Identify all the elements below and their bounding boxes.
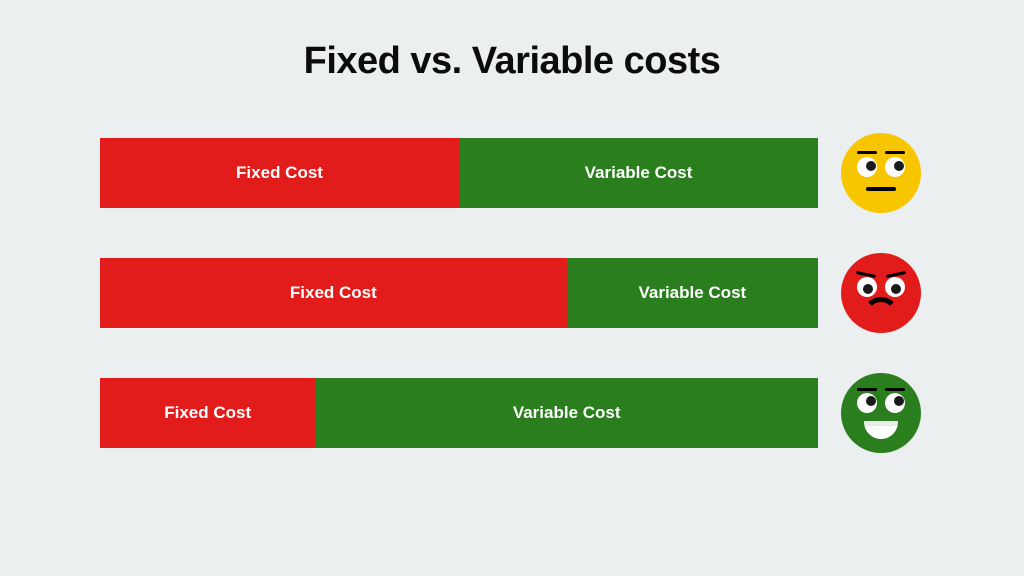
cost-row: Fixed Cost Variable Cost — [100, 373, 924, 453]
emoji-slot — [838, 373, 924, 453]
brow-icon — [857, 151, 877, 154]
pupil-icon — [866, 396, 876, 406]
emoji-slot — [838, 133, 924, 213]
fixed-cost-segment: Fixed Cost — [100, 258, 567, 328]
variable-cost-segment: Variable Cost — [567, 258, 818, 328]
pupil-icon — [891, 284, 901, 294]
brow-icon — [857, 388, 877, 391]
happy-face-icon — [841, 373, 921, 453]
bar-rows: Fixed Cost Variable Cost Fixed Cost V — [90, 133, 934, 453]
variable-cost-segment: Variable Cost — [315, 378, 818, 448]
cost-bar: Fixed Cost Variable Cost — [100, 138, 818, 208]
brow-icon — [885, 388, 905, 391]
pupil-icon — [894, 161, 904, 171]
pupil-icon — [894, 396, 904, 406]
pupil-icon — [863, 284, 873, 294]
cost-row: Fixed Cost Variable Cost — [100, 133, 924, 213]
fixed-cost-segment: Fixed Cost — [100, 138, 459, 208]
mouth-happy-icon — [864, 421, 898, 439]
pupil-icon — [866, 161, 876, 171]
infographic-canvas: Fixed vs. Variable costs Fixed Cost Vari… — [0, 0, 1024, 576]
fixed-cost-segment: Fixed Cost — [100, 378, 315, 448]
page-title: Fixed vs. Variable costs — [90, 40, 934, 83]
neutral-face-icon — [841, 133, 921, 213]
mouth-flat-icon — [866, 187, 896, 191]
brow-icon — [885, 151, 905, 154]
cost-bar: Fixed Cost Variable Cost — [100, 258, 818, 328]
cost-bar: Fixed Cost Variable Cost — [100, 378, 818, 448]
emoji-slot — [838, 253, 924, 333]
cost-row: Fixed Cost Variable Cost — [100, 253, 924, 333]
mouth-sad-icon — [863, 297, 899, 333]
sad-face-icon — [841, 253, 921, 333]
variable-cost-segment: Variable Cost — [459, 138, 818, 208]
